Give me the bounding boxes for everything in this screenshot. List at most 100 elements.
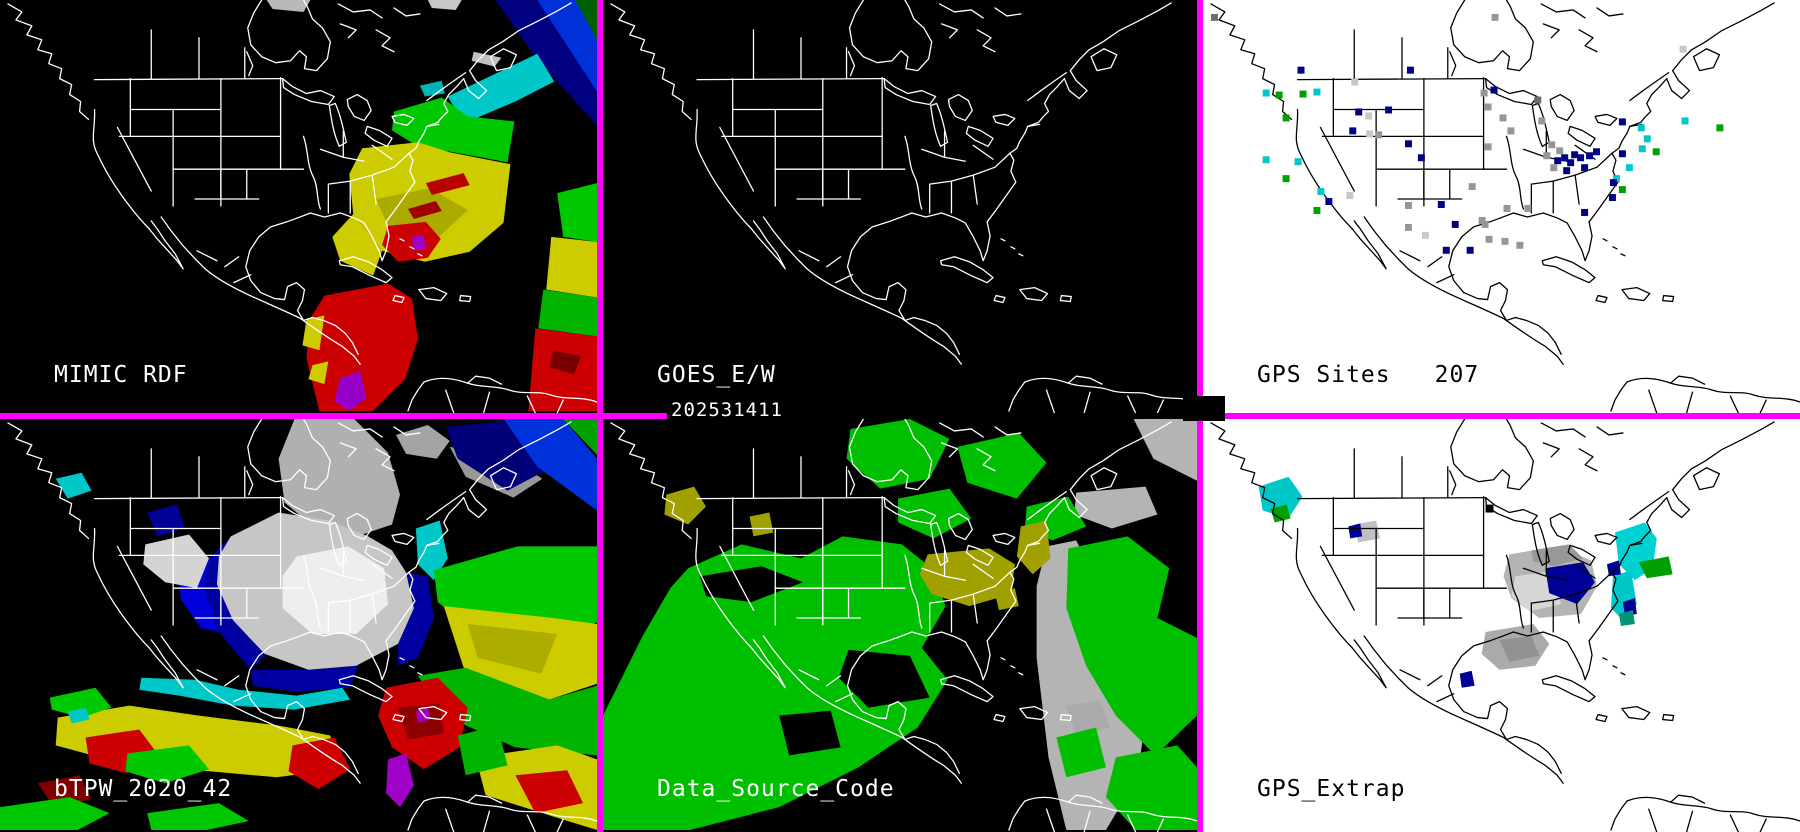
gps-site-dot [1491, 13, 1499, 21]
gps-site-dot [1299, 90, 1307, 98]
gps-site-dot [1366, 130, 1374, 138]
gps-site-dot [1275, 91, 1283, 99]
gps-site-dot [1501, 237, 1509, 245]
gps-site-dot [1490, 86, 1498, 94]
data-source-code-map [603, 419, 1197, 832]
gps-sites-count: 207 [1434, 362, 1480, 388]
gps-site-dot [1643, 135, 1651, 143]
panel-label-mimic-rdf: MIMIC RDF [54, 362, 188, 388]
region-red-carib [382, 221, 441, 262]
region-seattle-cyan [1258, 476, 1303, 519]
region-erie-gray [1531, 544, 1584, 567]
gps-site-dot [1451, 220, 1459, 228]
region-green-can-3 [898, 488, 972, 539]
gps-site-dot [1618, 150, 1626, 158]
gps-site-dot [1637, 124, 1645, 132]
gps-site-dot [1499, 114, 1507, 122]
region-purple-bottom [334, 371, 367, 412]
gps-site-dot [1543, 152, 1551, 160]
gps-sites-map [1203, 0, 1800, 413]
panel-divider-horizontal-right [1224, 413, 1800, 419]
panel-label-btpw: bTPW_2020_42 [54, 776, 233, 802]
region-cyan-baja-arc [139, 677, 351, 710]
region-navy-ring-e [398, 572, 434, 666]
gps-site-dot [1556, 147, 1564, 155]
panel-label-gps-extrap: GPS_Extrap [1257, 776, 1406, 802]
panel-divider-horizontal-left [0, 413, 667, 419]
gps-site-dot [1484, 103, 1492, 111]
region-green-br-specks [457, 725, 508, 776]
region-black-hole-3 [779, 710, 841, 756]
gps-site-dot [1507, 127, 1515, 135]
region-gray-top-1 [396, 424, 450, 459]
panel-gps-sites[interactable]: GPS Sites 207 [1203, 0, 1800, 413]
gps-site-dot [1593, 148, 1601, 156]
gps-sites-label: GPS Sites [1257, 362, 1391, 388]
region-ne-navy-1 [1606, 560, 1621, 577]
gps-site-dot [1466, 246, 1474, 254]
panel-label-goes-ew: GOES_E/W [657, 362, 776, 388]
gps-site-dot [1571, 151, 1579, 159]
gps-site-dot [1210, 13, 1218, 21]
region-yellow-tail [332, 213, 383, 276]
swath-gap-bar [1183, 396, 1225, 421]
gps-site-dot [1349, 127, 1357, 135]
mimic-rdf-map [0, 0, 597, 413]
region-south-dgray [1499, 635, 1540, 662]
region-swath2-darkred [549, 350, 582, 375]
gps-site-dot [1375, 131, 1383, 139]
gps-site-dot [1313, 206, 1321, 214]
region-navy-topright [445, 420, 546, 491]
region-olive-vermont [1016, 520, 1051, 575]
gps-site-dot [1586, 152, 1594, 160]
region-cyan-band [447, 53, 555, 124]
gps-site-dot [1548, 141, 1556, 149]
gps-site-dot [1437, 201, 1445, 208]
btpw-map [0, 419, 597, 832]
region-gray-cuba [1066, 700, 1110, 736]
gps-site-dot [1484, 143, 1492, 151]
gps-site-dot [1481, 220, 1489, 228]
gps-site-dot [1294, 158, 1302, 166]
gps-site-dot [1716, 124, 1724, 132]
region-white-core [282, 546, 389, 634]
gps-extrap-map [1203, 419, 1800, 832]
region-purple-dot [411, 234, 426, 251]
region-swath2-green-b [538, 289, 597, 337]
gps-site-dot [1534, 96, 1542, 104]
region-gray-canada [278, 419, 400, 538]
region-green-left-2 [125, 745, 209, 784]
gps-site-dot [1538, 117, 1546, 125]
region-olive-ohio [919, 548, 1015, 607]
panel-gps-extrap[interactable]: GPS_Extrap [1203, 419, 1800, 832]
region-gray-novascotia [1074, 486, 1158, 529]
panel-mimic-rdf[interactable]: MIMIC RDF [0, 0, 597, 413]
region-texas-navy [1459, 670, 1475, 688]
panel-btpw[interactable]: bTPW_2020_42 [0, 419, 597, 832]
region-green-right-1 [1066, 536, 1197, 756]
region-yellow-edge-2 [308, 361, 329, 385]
gps-site-dot [1478, 216, 1486, 224]
panel-data-source-code[interactable]: Data_Source_Code [603, 419, 1197, 832]
goes-ew-map [603, 0, 1197, 413]
gps-site-dot [1282, 175, 1290, 183]
region-cyan-vancouver [55, 472, 92, 499]
region-ne-green [1638, 556, 1673, 579]
gps-site-dot [1297, 66, 1305, 74]
region-purple-2 [415, 707, 430, 723]
region-arctic-gray [266, 0, 311, 12]
gps-site-dot [1567, 159, 1575, 167]
gps-site-dot [1618, 118, 1626, 126]
gps-site-dot [1550, 164, 1558, 172]
gps-site-dot [1442, 246, 1450, 254]
gps-site-dot [1516, 241, 1524, 249]
region-green-right-3 [1056, 727, 1106, 778]
gps-site-dot [1313, 88, 1321, 96]
gps-site-dot [1638, 145, 1646, 153]
region-red-br [515, 770, 584, 814]
panel-label-data-source-code: Data_Source_Code [657, 776, 895, 802]
region-green-main [603, 536, 948, 831]
panel-goes-ew[interactable]: GOES_E/W [603, 0, 1197, 413]
region-green-right-2 [1105, 745, 1197, 831]
gps-site-dot [1365, 112, 1373, 120]
